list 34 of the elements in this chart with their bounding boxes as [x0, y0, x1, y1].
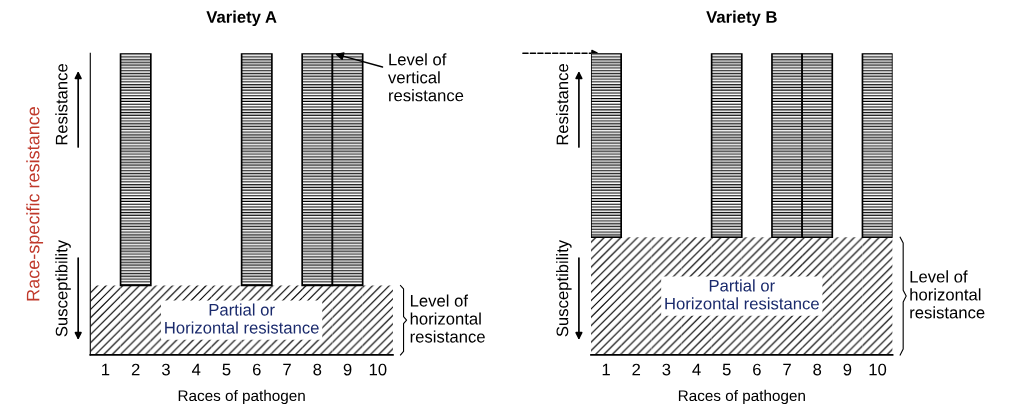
text: Resistance: [55, 64, 68, 145]
chart-title: Variety B: [706, 10, 777, 27]
text: Susceptibility: [55, 239, 71, 337]
x-tick-label: 9: [843, 363, 852, 376]
y-axis-title: Race-specific resistance: [26, 107, 44, 301]
chart-title: Variety A: [206, 10, 277, 27]
annotation: Level of horizontal resistance: [910, 270, 985, 319]
x-tick-label: 4: [692, 363, 701, 376]
x-tick-label: 8: [313, 363, 322, 376]
x-tick-label: 7: [783, 363, 791, 376]
x-tick-label: 8: [813, 363, 822, 376]
x-tick-label: 7: [283, 363, 291, 376]
x-tick-label: 4: [191, 363, 201, 376]
annotation: Partial or Horizontal resistance: [165, 303, 319, 334]
x-tick-label: 10: [369, 363, 387, 376]
text: Susceptibility: [556, 239, 572, 337]
x-axis-title: Races of pathogen: [178, 389, 305, 405]
x-tick-label: 5: [722, 363, 731, 376]
x-tick-label: 1: [102, 363, 110, 376]
x-tick-label: 2: [131, 363, 140, 376]
x-tick-label: 9: [343, 363, 352, 376]
annotation: Level of vertical resistance: [388, 53, 464, 102]
text: Resistance: [556, 64, 569, 145]
x-axis-title: Races of pathogen: [678, 389, 805, 405]
x-tick-label: 6: [753, 363, 761, 376]
x-tick-label: 1: [602, 363, 610, 376]
annotation: Partial or Horizontal resistance: [665, 279, 819, 310]
x-tick-label: 10: [869, 363, 887, 376]
x-tick-label: 6: [252, 363, 261, 376]
x-tick-label: 3: [662, 363, 671, 376]
x-tick-label: 2: [632, 363, 641, 376]
x-tick-label: 3: [161, 363, 170, 376]
annotation: Level of horizontal resistance: [410, 294, 485, 343]
x-tick-label: 5: [222, 363, 231, 376]
